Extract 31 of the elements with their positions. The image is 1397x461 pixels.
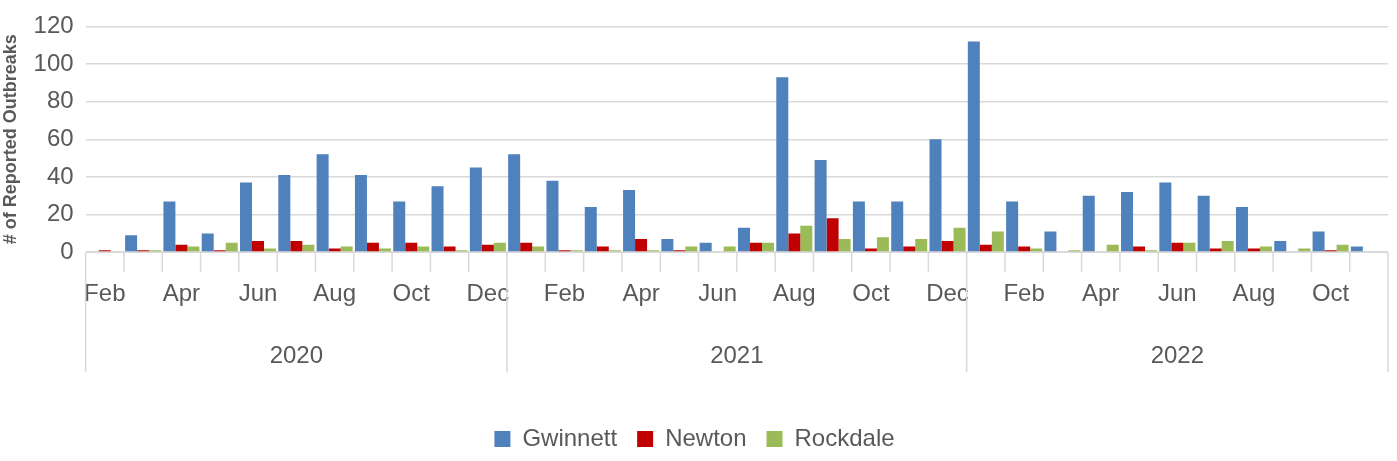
x-tick-label: Apr: [162, 279, 201, 307]
x-tick-label: Apr: [622, 279, 660, 307]
x-tick-label: Feb: [84, 279, 126, 307]
y-tick-label: 40: [46, 161, 74, 189]
legend-label: Gwinnett: [522, 423, 618, 451]
x-tick-label: Feb: [543, 279, 586, 307]
x-tick-label: Dec: [926, 279, 969, 307]
y-axis-title: # of Reported Outbreaks: [0, 34, 20, 245]
x-tick-label: Feb: [1003, 279, 1045, 307]
x-tick-label: Oct: [392, 279, 431, 307]
x-tick-label: Jun: [238, 279, 278, 307]
x-tick-label: Apr: [1082, 279, 1120, 307]
x-tick-label: Oct: [1311, 279, 1350, 307]
text: 2022: [1150, 340, 1205, 368]
legend-label: Newton: [665, 423, 747, 451]
text: 2021: [710, 340, 764, 368]
x-tick-label: Aug: [313, 279, 356, 307]
text: 2020: [269, 340, 324, 368]
y-tick-label: 100: [33, 48, 74, 76]
x-tick-label: Dec: [466, 279, 510, 307]
x-tick-label: Jun: [1158, 279, 1197, 307]
y-tick-label: 80: [46, 86, 74, 114]
x-tick-label: Oct: [852, 279, 890, 307]
y-tick-label: 20: [46, 199, 74, 227]
x-tick-label: Aug: [772, 279, 816, 307]
y-tick-label: 0: [60, 236, 74, 264]
x-tick-label: Jun: [698, 279, 738, 307]
y-tick-label: 60: [46, 123, 74, 151]
x-tick-label: Aug: [1232, 279, 1276, 307]
y-tick-label: 120: [33, 11, 74, 39]
legend-label: Rockdale: [794, 423, 895, 451]
